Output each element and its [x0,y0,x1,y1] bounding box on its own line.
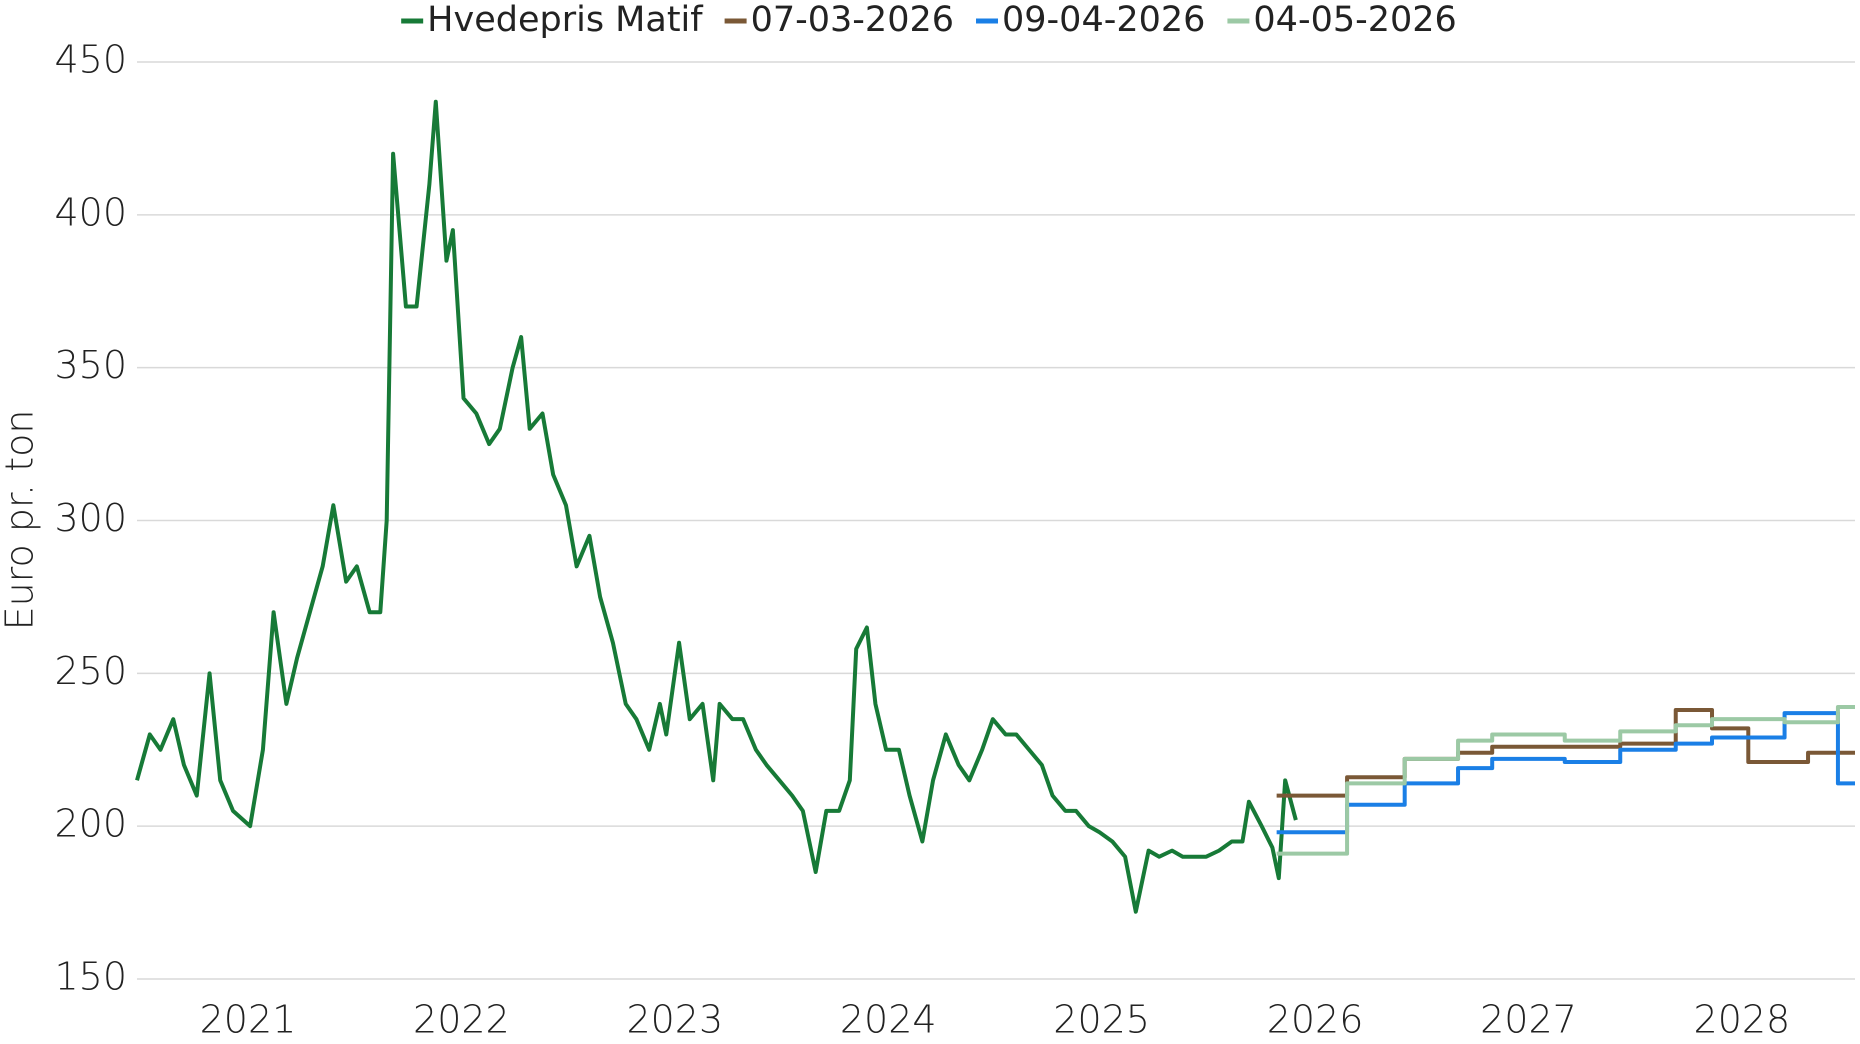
y-axis-label: Euro pr. ton [0,410,42,631]
y-tick-label: 200 [54,802,127,846]
series-line [1276,704,1855,856]
legend-label: Hvedepris Matif [427,0,703,40]
series-line [1276,711,1855,835]
legend-label: 07-03-2026 [751,0,954,40]
x-tick-label: 2023 [626,998,723,1042]
x-tick-label: 2028 [1694,998,1791,1042]
y-tick-label: 300 [54,496,127,540]
x-tick-label: 2024 [840,998,937,1042]
y-tick-label: 350 [54,343,127,387]
y-tick-label: 250 [54,649,127,693]
y-tick-label: 150 [54,955,127,999]
x-tick-label: 2021 [200,998,297,1042]
y-tick-label: 450 [54,38,127,82]
legend-label: 09-04-2026 [1002,0,1205,40]
x-tick-label: 2022 [413,998,510,1042]
x-tick-label: 2025 [1053,998,1150,1042]
y-tick-label: 400 [54,190,127,234]
legend-label: 04-05-2026 [1253,0,1456,40]
x-tick-label: 2026 [1267,998,1364,1042]
x-tick-label: 2027 [1480,998,1577,1042]
legend: Hvedepris Matif 07-03-2026 09-04-2026 04-05… [401,0,1457,40]
series-line [135,99,1298,914]
